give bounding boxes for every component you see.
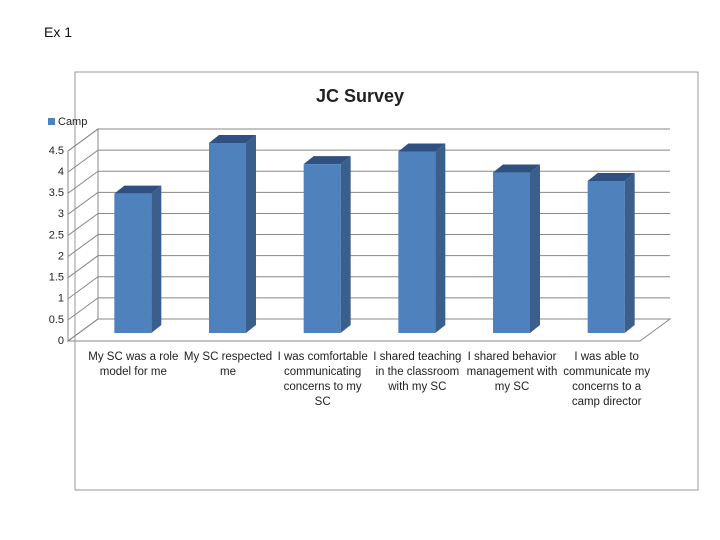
bar-side — [435, 143, 446, 333]
grid-line — [67, 170, 670, 194]
y-tick-label: 4 — [58, 166, 64, 178]
x-tick-label: I shared teaching in the classroom with … — [373, 351, 462, 393]
bar-top — [303, 156, 351, 165]
grid-line — [67, 297, 670, 321]
bar-side — [246, 135, 256, 333]
bar — [303, 164, 341, 333]
bar — [209, 143, 246, 333]
grid-line — [67, 234, 670, 257]
grid-line — [67, 255, 670, 279]
y-tick-label: 4.5 — [49, 145, 64, 157]
bar-top — [398, 143, 446, 152]
y-tick-label: 3.5 — [49, 187, 64, 199]
x-tick-label: I was able to communicate my concerns to… — [563, 351, 651, 408]
grid-line — [67, 128, 670, 152]
bar — [587, 181, 625, 333]
bar-side — [340, 156, 351, 333]
y-tick-label: 3 — [58, 208, 64, 220]
legend-label: Camp — [58, 116, 87, 128]
bar-side — [151, 185, 162, 333]
grid-line — [67, 191, 670, 215]
bar-top — [114, 185, 162, 194]
bar — [398, 151, 436, 333]
bar-side — [624, 173, 635, 333]
chart-title: JC Survey — [316, 86, 404, 106]
bar — [114, 193, 152, 333]
y-tick-label: 1 — [58, 293, 64, 305]
x-tick-label: I shared behavior management with my SC — [466, 351, 558, 393]
x-tick-label: My SC was a role model for me — [88, 351, 179, 378]
legend-swatch — [48, 118, 55, 125]
grid-line — [67, 212, 670, 236]
grid-line — [67, 149, 670, 173]
bar-top — [587, 173, 635, 181]
bar — [493, 172, 530, 333]
x-tick-label: I was comfortable communicating concerns… — [277, 351, 368, 408]
bar-top — [209, 135, 256, 143]
slide-title: Ex 1 — [44, 24, 73, 40]
grid-line — [67, 318, 670, 342]
y-tick-label: 1.5 — [49, 272, 64, 284]
y-tick-label: 2.5 — [49, 229, 64, 241]
bar-side — [530, 164, 540, 333]
x-tick-label: My SC respected me — [183, 351, 273, 378]
bar-top — [493, 164, 540, 173]
y-tick-label: 2 — [58, 250, 64, 262]
y-tick-label: 0 — [58, 335, 64, 347]
grid-line — [67, 276, 670, 300]
y-tick-label: 0.5 — [49, 314, 64, 326]
